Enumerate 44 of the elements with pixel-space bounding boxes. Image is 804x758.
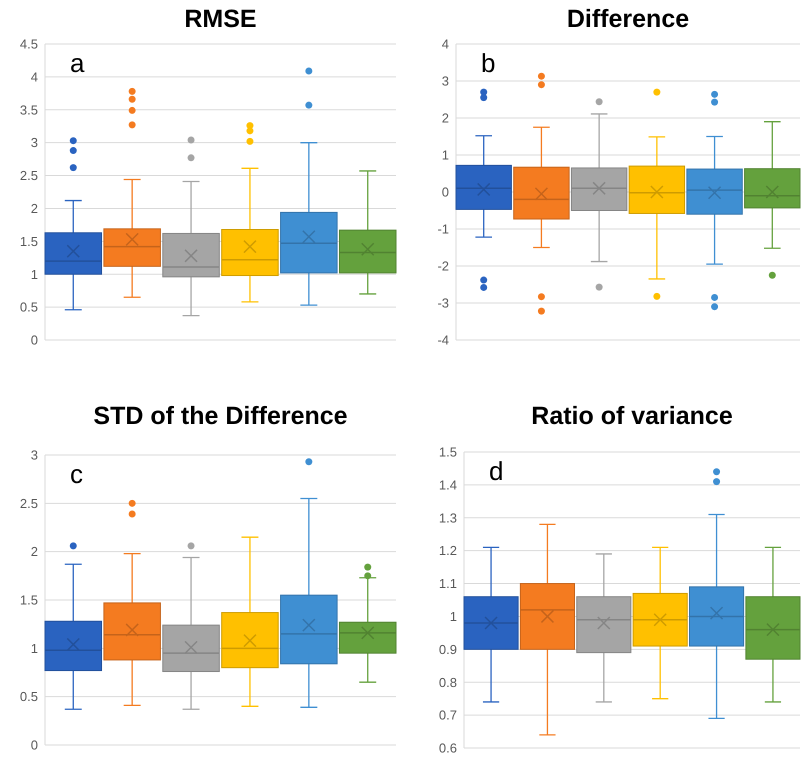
annotation: c [70,459,83,489]
y-tick-label: 1 [30,266,38,282]
y-tick-label: 2 [30,544,38,560]
y-tick-label: 0.8 [438,674,457,690]
y-tick-label: 0.9 [438,642,457,657]
chart-title: Ratio of variance [531,402,733,430]
y-tick-label: -4 [437,332,449,348]
chart-title: STD of the Difference [93,402,348,430]
y-tick-label: 1 [450,608,457,624]
y-tick-label: -1 [437,222,449,237]
y-tick-label: 2 [30,200,38,216]
y-tick-label: 3 [30,135,38,150]
y-tick-label: 0.7 [438,708,457,723]
y-tick-label: 1.5 [20,592,38,608]
y-tick-label: 1.4 [438,477,457,492]
y-tick-label: 0 [442,184,449,200]
y-tick-label: 0.6 [438,740,457,756]
y-tick-label: 0.5 [20,300,38,315]
chart-title: RMSE [184,5,257,33]
chart-title: Difference [566,5,690,33]
y-tick-label: 1 [30,640,38,656]
y-tick-label: 2.5 [20,496,38,511]
y-tick-label: -2 [437,258,449,274]
y-tick-label: 1.2 [438,543,457,558]
y-tick-label: 0.5 [20,689,38,704]
y-tick-label: 2 [442,110,449,126]
annotation: d [489,456,504,486]
y-tick-label: 1 [442,148,449,163]
y-tick-label: 4 [30,69,38,84]
y-tick-label: 3.5 [20,102,38,118]
y-tick-label: 4.5 [20,36,38,52]
y-tick-label: 3 [442,74,449,89]
y-tick-label: 1.5 [20,234,38,249]
annotation: b [481,48,496,78]
y-tick-label: 4 [442,36,449,52]
y-tick-label: 1.3 [438,510,457,526]
annotation: a [70,48,85,78]
y-tick-label: 0 [30,332,38,348]
y-tick-label: 2.5 [20,168,38,184]
y-tick-label: 3 [30,448,38,463]
y-tick-label: 1.1 [438,576,457,592]
y-tick-label: 1.5 [438,444,457,460]
y-tick-label: -3 [437,296,449,311]
y-tick-label: 0 [30,738,38,753]
